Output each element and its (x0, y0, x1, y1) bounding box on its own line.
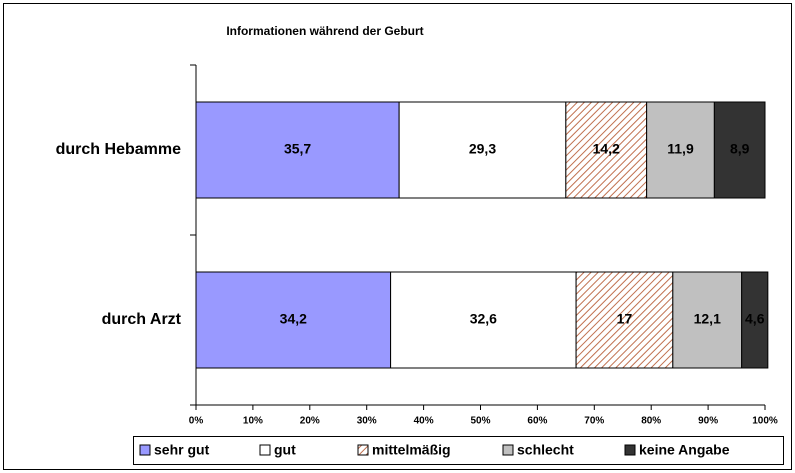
legend-label: keine Angabe (639, 442, 730, 458)
bar-segment (390, 271, 577, 369)
bar-segment (195, 271, 392, 369)
bar-segment (646, 101, 715, 199)
bar-segment (195, 101, 400, 199)
chart-title: Informationen während der Geburt (226, 24, 423, 38)
data-label: 35,7 (284, 141, 311, 157)
legend-label: gut (274, 442, 296, 458)
chart-frame (3, 3, 792, 470)
x-tick-label: 100% (752, 416, 778, 427)
x-tick-label: 10% (243, 416, 263, 427)
bar-segment (575, 271, 674, 369)
data-label: 34,2 (280, 311, 307, 327)
legend (133, 436, 784, 465)
bar-segment (713, 101, 766, 199)
x-tick-label: 50% (470, 416, 490, 427)
x-tick-label: 40% (414, 416, 434, 427)
x-tick-label: 0% (189, 416, 204, 427)
legend-label: sehr gut (154, 442, 210, 458)
legend-swatch (259, 444, 271, 456)
x-tick-label: 70% (584, 416, 604, 427)
data-label: 17 (617, 311, 633, 327)
legend-label: mittelmäßig (372, 442, 451, 458)
data-label: 29,3 (469, 141, 496, 157)
legend-swatch (624, 444, 636, 456)
legend-swatch (357, 444, 369, 456)
data-label: 12,1 (694, 311, 721, 327)
x-tick-label: 90% (698, 416, 718, 427)
bar-segment (741, 271, 769, 369)
legend-swatch (502, 444, 514, 456)
data-label: 4,6 (745, 311, 765, 327)
x-tick-label: 20% (300, 416, 320, 427)
legend-label: schlecht (517, 442, 574, 458)
y-tick-label: durch Arzt (102, 311, 182, 328)
legend-swatch (139, 444, 151, 456)
data-label: 14,2 (593, 141, 620, 157)
x-tick-label: 60% (527, 416, 547, 427)
data-label: 32,6 (470, 311, 497, 327)
data-label: 8,9 (730, 141, 750, 157)
y-tick-label: durch Hebamme (56, 141, 181, 158)
x-tick-label: 80% (641, 416, 661, 427)
bar-segment (672, 271, 743, 369)
x-tick-label: 30% (357, 416, 377, 427)
bar-segment (565, 101, 648, 199)
bar-segment (398, 101, 567, 199)
data-label: 11,9 (667, 141, 694, 157)
